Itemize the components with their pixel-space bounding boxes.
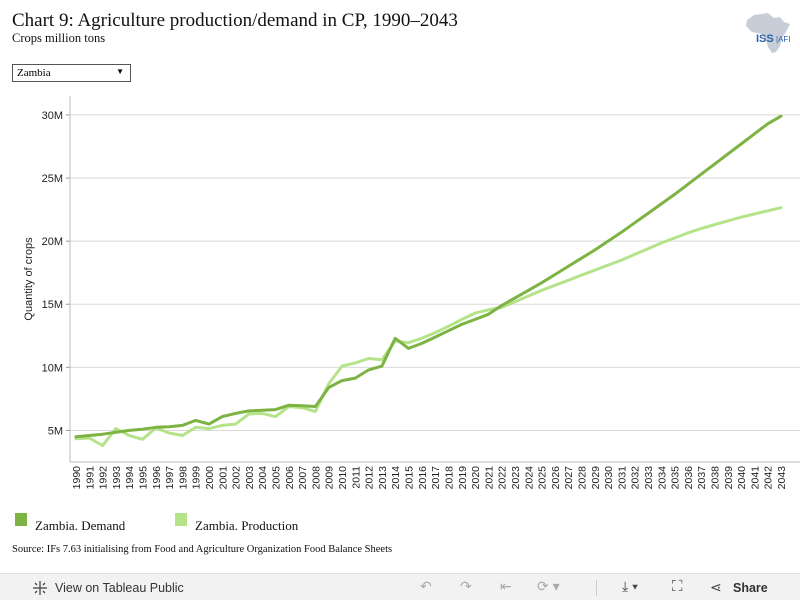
x-tick-label: 2034 — [656, 466, 668, 490]
x-tick-label: 2015 — [404, 466, 416, 490]
chevron-down-icon: ▼ — [116, 67, 124, 76]
share-label: Share — [733, 581, 768, 595]
source-note: Source: IFs 7.63 initialising from Food … — [12, 544, 393, 555]
x-tick-label: 2008 — [310, 466, 322, 490]
country-filter-value: Zambia — [17, 67, 51, 79]
series-line-production — [74, 206, 783, 448]
download-icon[interactable]: ⤓ ▾ — [622, 578, 638, 594]
x-tick-label: 2027 — [563, 466, 575, 490]
x-tick-label: 2018 — [443, 466, 455, 490]
x-tick-label: 2016 — [417, 466, 429, 490]
chart-subtitle: Crops million tons — [12, 31, 106, 45]
revert-icon[interactable]: ⇤ — [500, 578, 512, 594]
x-tick-label: 2013 — [377, 466, 389, 490]
y-axis-title: Quantity of crops — [23, 237, 35, 321]
view-on-tableau-label: View on Tableau Public — [55, 581, 184, 595]
fullscreen-icon[interactable]: ⛶ — [672, 578, 683, 595]
legend-label-demand: Zambia. Demand — [35, 518, 126, 533]
x-tick-label: 2030 — [603, 466, 615, 490]
legend-item-production[interactable]: Zambia. Production — [175, 512, 325, 533]
x-tick-label: 2029 — [590, 466, 602, 490]
x-tick-label: 2043 — [776, 466, 788, 490]
x-tick-label: 1991 — [84, 466, 96, 490]
x-tick-label: 2014 — [390, 466, 402, 490]
x-tick-label: 2025 — [537, 466, 549, 490]
legend-swatch-production — [175, 513, 187, 526]
x-tick-label: 2003 — [244, 466, 256, 490]
y-tick-label: 20M — [42, 236, 63, 248]
x-tick-label: 2002 — [231, 466, 243, 490]
redo-icon[interactable]: ↷ — [460, 578, 472, 594]
x-tick-label: 2007 — [297, 466, 309, 490]
x-tick-label: 2033 — [643, 466, 655, 490]
svg-text:|AFI: |AFI — [776, 35, 791, 44]
x-tick-label: 2041 — [749, 466, 761, 490]
svg-text:ISS: ISS — [756, 33, 774, 45]
x-tick-label: 2017 — [430, 466, 442, 490]
x-tick-label: 2024 — [523, 466, 535, 490]
refresh-icon[interactable]: ⟳ ▾ — [537, 578, 560, 594]
x-tick-label: 2000 — [204, 466, 216, 490]
x-tick-label: 2010 — [337, 466, 349, 490]
country-filter-dropdown[interactable]: Zambia ▼ — [12, 64, 131, 82]
undo-icon[interactable]: ↶ — [420, 578, 432, 594]
legend-swatch-demand — [15, 513, 27, 526]
x-tick-label: 2038 — [709, 466, 721, 490]
share-button[interactable]: ⋖ Share — [710, 578, 780, 598]
x-tick-label: 1995 — [138, 466, 150, 490]
x-tick-label: 2037 — [696, 466, 708, 490]
x-tick-label: 2022 — [497, 466, 509, 490]
x-tick-label: 2006 — [284, 466, 296, 490]
x-tick-label: 2023 — [510, 466, 522, 490]
x-tick-label: 1998 — [177, 466, 189, 490]
x-tick-label: 2028 — [576, 466, 588, 490]
x-tick-label: 2020 — [470, 466, 482, 490]
x-tick-label: 2035 — [670, 466, 682, 490]
x-tick-label: 2031 — [616, 466, 628, 490]
y-tick-label: 10M — [42, 362, 63, 374]
x-tick-label: 2021 — [483, 466, 495, 490]
x-tick-label: 1996 — [151, 466, 163, 490]
y-tick-label: 5M — [48, 425, 63, 437]
legend-label-production: Zambia. Production — [195, 518, 299, 533]
x-tick-label: 1997 — [164, 466, 176, 490]
y-tick-label: 30M — [42, 110, 63, 122]
legend-item-demand[interactable]: Zambia. Demand — [15, 512, 155, 533]
x-tick-label: 2026 — [550, 466, 562, 490]
share-icon: ⋖ — [710, 579, 722, 595]
tableau-icon — [33, 581, 47, 595]
x-tick-label: 1999 — [191, 466, 203, 490]
y-tick-label: 15M — [42, 299, 63, 311]
x-tick-label: 2039 — [723, 466, 735, 490]
x-tick-label: 2001 — [217, 466, 229, 490]
x-tick-label: 1993 — [111, 466, 123, 490]
iss-africa-logo: ISS |AFI — [746, 13, 791, 53]
chart-title: Chart 9: Agriculture production/demand i… — [12, 10, 458, 31]
x-tick-label: 2012 — [364, 466, 376, 490]
x-tick-label: 2040 — [736, 466, 748, 490]
x-tick-label: 2032 — [630, 466, 642, 490]
x-tick-label: 1990 — [71, 466, 83, 490]
toolbar-divider — [596, 580, 597, 596]
series-line-demand — [74, 114, 783, 439]
x-tick-label: 1992 — [98, 466, 110, 490]
x-tick-label: 2005 — [271, 466, 283, 490]
x-tick-label: 2009 — [324, 466, 336, 490]
x-tick-label: 2004 — [257, 466, 269, 490]
x-tick-label: 2036 — [683, 466, 695, 490]
x-tick-label: 1994 — [124, 466, 136, 490]
x-tick-label: 2011 — [350, 466, 362, 489]
tableau-toolbar: View on Tableau Public ↶ ↷ ⇤ ⟳ ▾ ⤓ ▾ ⛶ ⋖… — [0, 573, 800, 600]
x-tick-label: 2042 — [763, 466, 775, 490]
x-tick-label: 2019 — [457, 466, 469, 490]
view-on-tableau-link[interactable]: View on Tableau Public — [32, 578, 192, 598]
y-tick-label: 25M — [42, 173, 63, 185]
